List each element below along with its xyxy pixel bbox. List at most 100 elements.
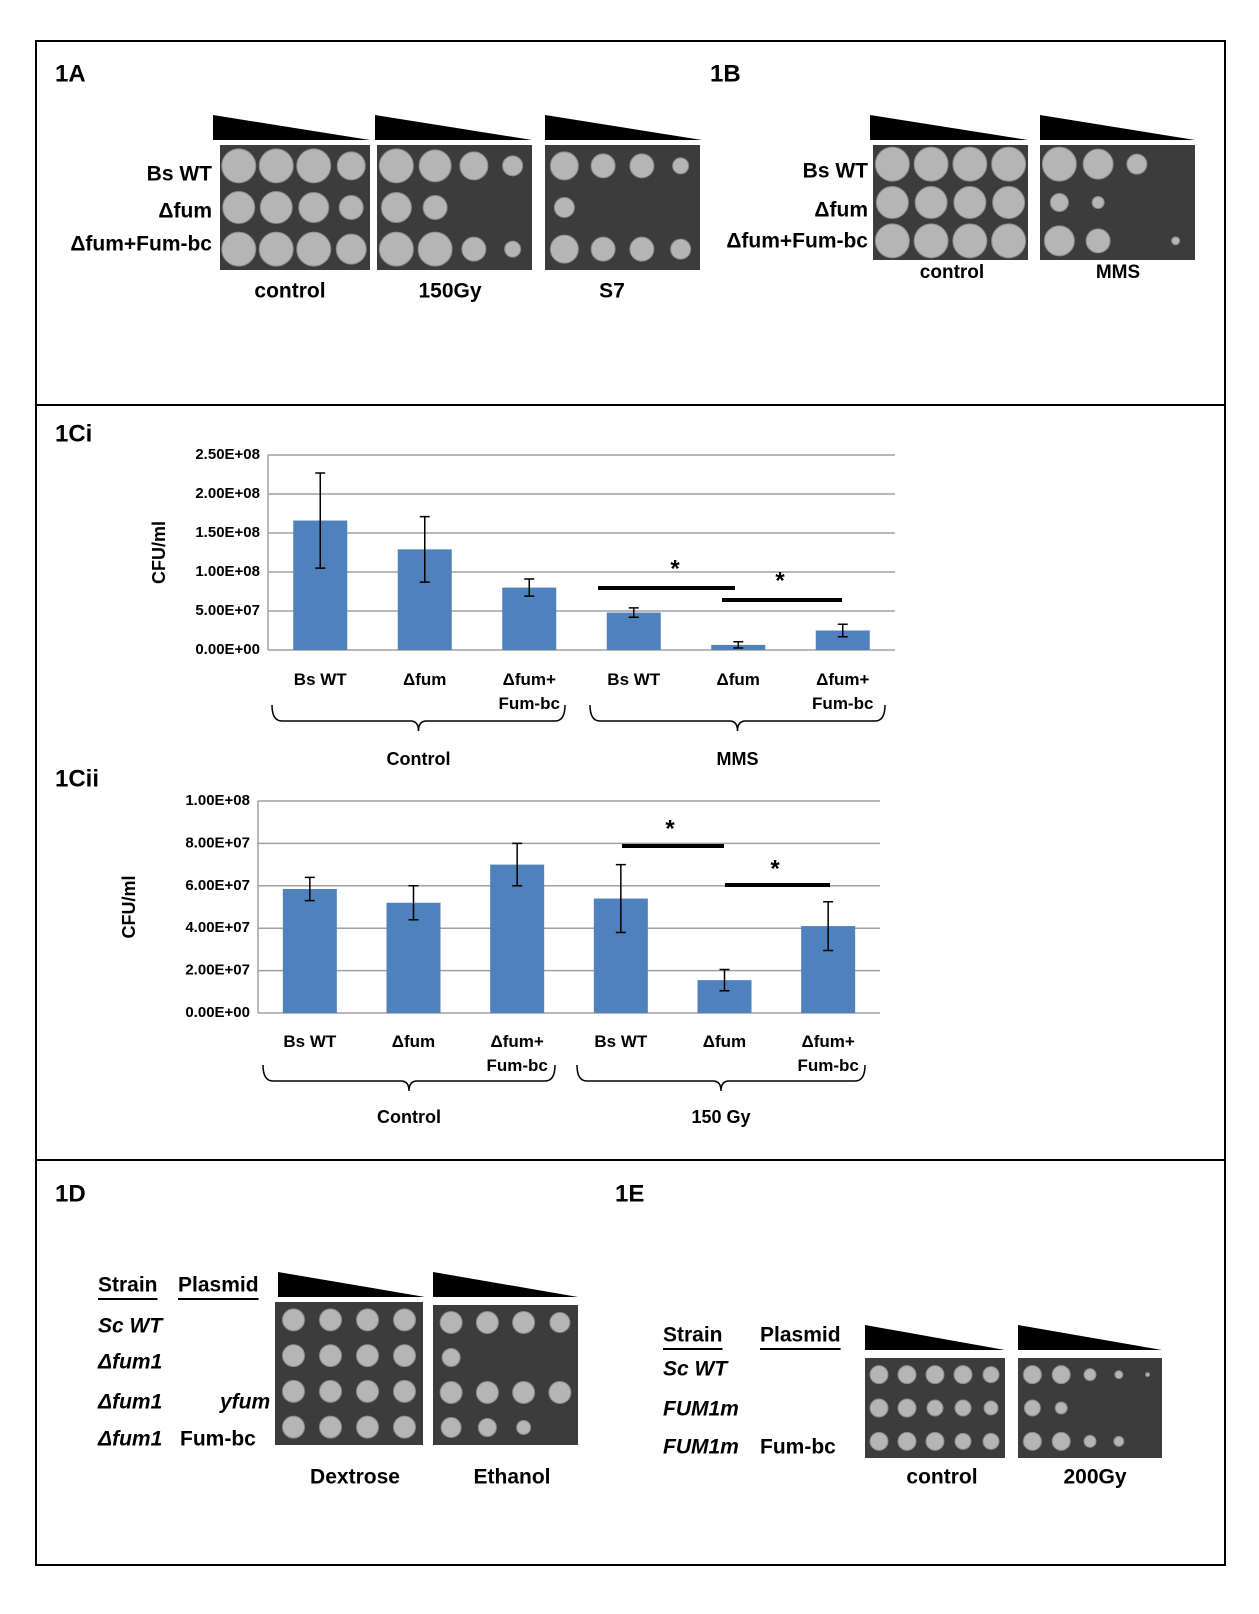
colony-spot bbox=[423, 196, 447, 220]
colony-spot bbox=[550, 235, 578, 263]
colony-spot bbox=[440, 1382, 462, 1404]
colony-spot bbox=[259, 232, 293, 266]
plasmid-label: yfum bbox=[219, 1391, 270, 1414]
x-tick-label: Δfum+ Fum-bc bbox=[783, 1030, 873, 1078]
colony-spot bbox=[1055, 1402, 1067, 1414]
group-label: 150 Gy bbox=[691, 1107, 750, 1127]
colony-spot bbox=[983, 1367, 999, 1383]
colony-spot bbox=[875, 147, 909, 181]
colony-spot bbox=[898, 1432, 916, 1450]
colony-spot bbox=[336, 234, 366, 264]
y-tick-label: 1.00E+08 bbox=[185, 792, 250, 809]
condition-label: control bbox=[906, 1466, 977, 1489]
strain-label: Sc WT bbox=[663, 1358, 729, 1381]
colony-spot bbox=[394, 1309, 416, 1331]
colony-spot bbox=[339, 196, 363, 220]
row-label: Δfum bbox=[158, 200, 212, 223]
colony-spot bbox=[1052, 1432, 1070, 1450]
dilution-wedge bbox=[1018, 1325, 1162, 1350]
y-tick-label: 2.50E+08 bbox=[195, 446, 260, 463]
colony-spot bbox=[591, 154, 615, 178]
condition-label: control bbox=[254, 280, 325, 303]
colony-spot bbox=[630, 154, 654, 178]
colony-spot bbox=[283, 1380, 305, 1402]
strain-label: FUM1m bbox=[663, 1436, 739, 1459]
colony-spot bbox=[983, 1433, 999, 1449]
colony-spot bbox=[898, 1366, 916, 1384]
colony-spot bbox=[259, 149, 293, 183]
colony-spot bbox=[357, 1416, 379, 1438]
colony-spot bbox=[283, 1416, 305, 1438]
bar bbox=[607, 613, 661, 650]
dilution-wedge bbox=[1040, 115, 1195, 140]
plasmid-label: Fum-bc bbox=[760, 1436, 836, 1459]
colony-spot bbox=[419, 150, 451, 182]
y-tick-label: 1.50E+08 bbox=[195, 524, 260, 541]
x-tick-label: Bs WT bbox=[576, 1030, 666, 1054]
row-label: Δfum bbox=[814, 199, 868, 222]
y-tick-label: 6.00E+07 bbox=[185, 877, 250, 894]
column-header: Strain bbox=[663, 1324, 723, 1347]
colony-spot bbox=[442, 1349, 460, 1367]
colony-spot bbox=[505, 241, 521, 257]
column-header: Plasmid bbox=[178, 1274, 259, 1297]
x-tick-label: Δfum bbox=[680, 1030, 770, 1054]
colony-spot bbox=[379, 232, 413, 266]
colony-spot bbox=[320, 1416, 342, 1438]
colony-spot bbox=[954, 1366, 972, 1384]
colony-spot bbox=[876, 187, 908, 219]
dilution-wedge bbox=[375, 115, 532, 140]
colony-spot bbox=[476, 1382, 498, 1404]
colony-spot bbox=[297, 149, 331, 183]
colony-spot bbox=[914, 224, 948, 258]
colony-spot bbox=[379, 149, 413, 183]
colony-spot bbox=[1114, 1436, 1124, 1446]
colony-spot bbox=[357, 1309, 379, 1331]
group-label: MMS bbox=[717, 749, 759, 769]
colony-spot bbox=[517, 1421, 531, 1435]
colony-spot bbox=[914, 147, 948, 181]
colony-spot bbox=[320, 1380, 342, 1402]
colony-spot bbox=[550, 1313, 570, 1333]
bar bbox=[283, 889, 337, 1013]
colony-spot bbox=[554, 198, 574, 218]
condition-label: Ethanol bbox=[474, 1466, 551, 1489]
dilution-wedge bbox=[865, 1325, 1005, 1350]
colony-spot bbox=[503, 156, 523, 176]
colony-spot bbox=[549, 1382, 571, 1404]
colony-spot bbox=[870, 1432, 888, 1450]
panel-label: 1E bbox=[615, 1180, 644, 1207]
colony-spot bbox=[299, 193, 329, 223]
colony-spot bbox=[926, 1366, 944, 1384]
colony-spot bbox=[223, 192, 255, 224]
colony-spot bbox=[260, 192, 292, 224]
colony-spot bbox=[418, 232, 452, 266]
y-tick-label: 0.00E+00 bbox=[195, 641, 260, 658]
colony-spot bbox=[381, 193, 411, 223]
group-label: Control bbox=[387, 749, 451, 769]
x-tick-label: Δfum+ Fum-bc bbox=[798, 668, 888, 716]
colony-spot bbox=[320, 1345, 342, 1367]
colony-spot bbox=[673, 158, 689, 174]
colony-spot bbox=[1115, 1371, 1123, 1379]
colony-spot bbox=[955, 1433, 971, 1449]
colony-spot bbox=[1023, 1366, 1041, 1384]
significance-star: * bbox=[770, 855, 780, 882]
row-label: Δfum+Fum-bc bbox=[726, 230, 868, 253]
colony-spot bbox=[1083, 149, 1113, 179]
panel-label: 1Ci bbox=[55, 420, 92, 447]
x-tick-label: Δfum bbox=[693, 668, 783, 692]
dilution-wedge bbox=[278, 1272, 425, 1297]
colony-spot bbox=[1084, 1369, 1096, 1381]
y-tick-label: 8.00E+07 bbox=[185, 834, 250, 851]
panel-label: 1Cii bbox=[55, 765, 99, 792]
colony-spot bbox=[476, 1312, 498, 1334]
significance-star: * bbox=[775, 567, 785, 594]
colony-spot bbox=[513, 1382, 535, 1404]
strain-label: Δfum1 bbox=[97, 1351, 162, 1374]
colony-spot bbox=[953, 147, 987, 181]
colony-spot bbox=[984, 1401, 998, 1415]
colony-spot bbox=[1146, 1373, 1150, 1377]
colony-spot bbox=[441, 1418, 461, 1438]
colony-spot bbox=[898, 1399, 916, 1417]
